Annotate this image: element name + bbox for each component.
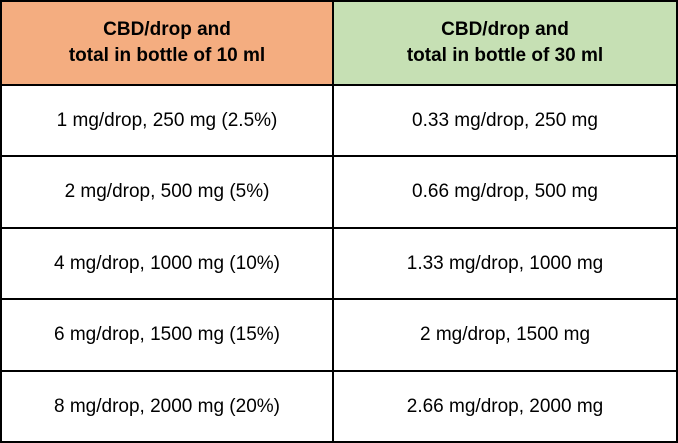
table-row: 6 mg/drop, 1500 mg (15%) 2 mg/drop, 1500… — [2, 298, 676, 370]
cell-30ml-row3: 1.33 mg/drop, 1000 mg — [332, 226, 676, 299]
cell-10ml-row2: 2 mg/drop, 500 mg (5%) — [2, 155, 332, 227]
cell-10ml-row4: 6 mg/drop, 1500 mg (15%) — [2, 298, 332, 370]
table-row: 1 mg/drop, 250 mg (2.5%) 0.33 mg/drop, 2… — [2, 84, 676, 156]
cell-30ml-row2: 0.66 mg/drop, 500 mg — [332, 155, 676, 227]
cell-10ml-row1: 1 mg/drop, 250 mg (2.5%) — [2, 84, 332, 156]
cell-30ml-row4: 2 mg/drop, 1500 mg — [332, 298, 676, 370]
table-row: 2 mg/drop, 500 mg (5%) 0.66 mg/drop, 500… — [2, 155, 676, 227]
cell-30ml-row5: 2.66 mg/drop, 2000 mg — [332, 369, 676, 442]
cell-10ml-row3: 4 mg/drop, 1000 mg (10%) — [2, 226, 332, 299]
header-cell-10ml: CBD/drop and total in bottle of 10 ml — [2, 2, 332, 84]
table-row: 4 mg/drop, 1000 mg (10%) 1.33 mg/drop, 1… — [2, 226, 676, 299]
cell-10ml-row5: 8 mg/drop, 2000 mg (20%) — [2, 369, 332, 442]
table-header-row: CBD/drop and total in bottle of 10 ml CB… — [2, 2, 676, 84]
cell-30ml-row1: 0.33 mg/drop, 250 mg — [332, 84, 676, 156]
table-row: 8 mg/drop, 2000 mg (20%) 2.66 mg/drop, 2… — [2, 369, 676, 442]
header-cell-30ml: CBD/drop and total in bottle of 30 ml — [332, 2, 676, 84]
